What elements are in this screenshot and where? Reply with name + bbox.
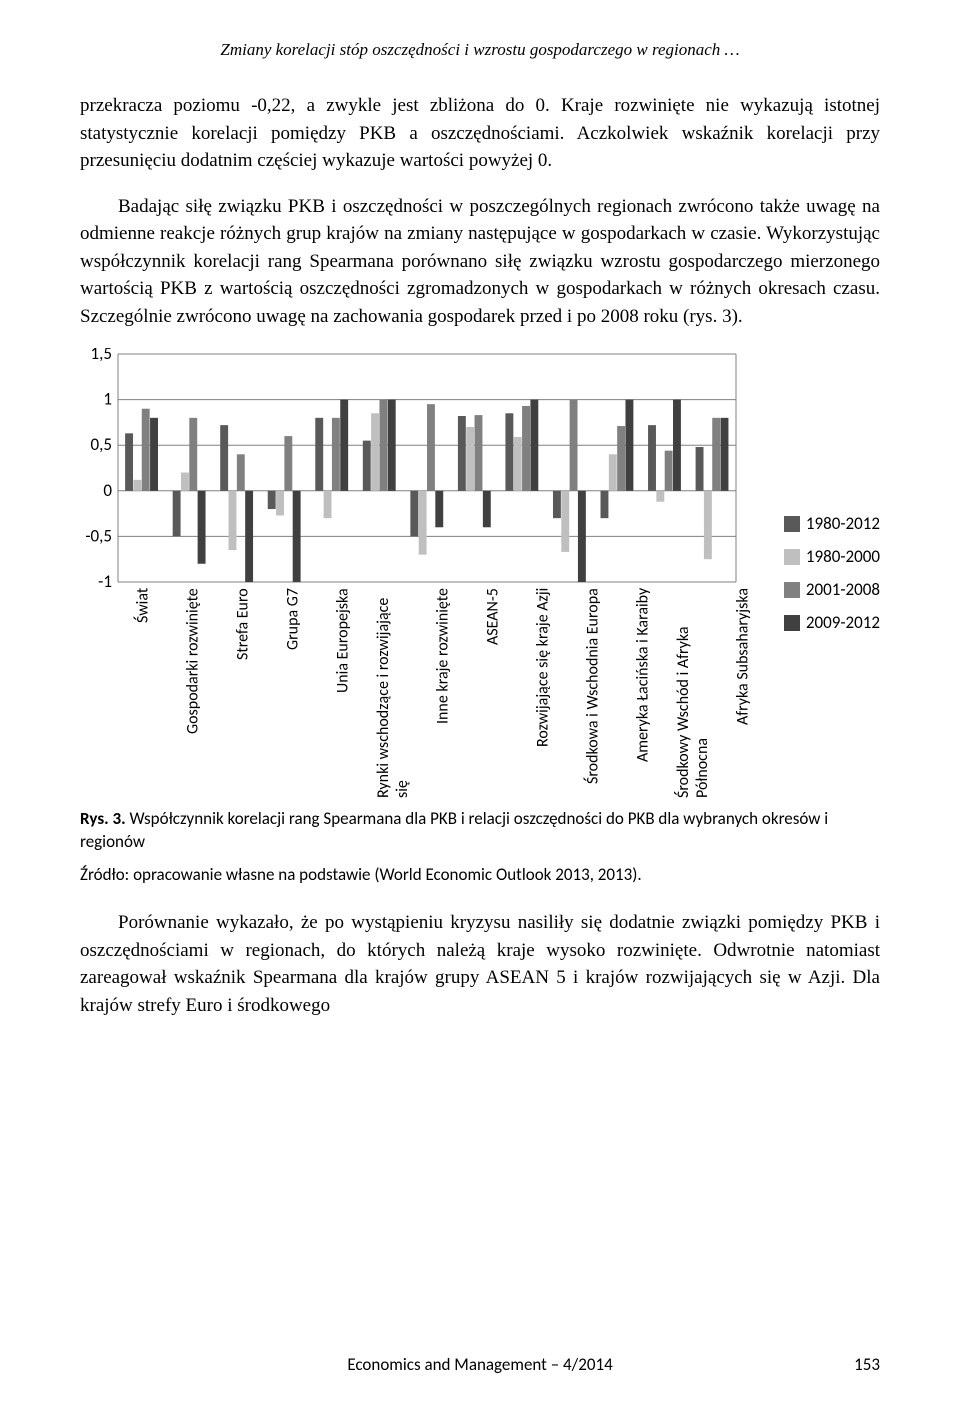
figure-source: Źródło: opracowanie własne na podstawie … <box>80 864 880 885</box>
figure-3: -1 -0,5 0 0,5 1 1,5 ŚwiatGospodarki rozwinięt… <box>80 348 880 798</box>
x-tick-label: ASEAN-5 <box>468 588 518 798</box>
x-tick-label: Środkowy Wschód i Afryka Północna <box>668 588 718 798</box>
legend-item: 1980-2012 <box>784 513 880 534</box>
svg-text:-0,5: -0,5 <box>85 526 112 547</box>
x-tick-label: Rozwijające się kraje Azji <box>518 588 568 798</box>
legend-swatch <box>784 582 800 598</box>
x-tick-label: Grupa G7 <box>268 588 318 798</box>
legend-label: 2009-2012 <box>806 612 880 633</box>
running-header: Zmiany korelacji stóp oszczędności i wzr… <box>80 40 880 60</box>
paragraph-1: przekracza poziomu -0,22, a zwykle jest … <box>80 92 880 175</box>
x-tick-label: Świat <box>118 588 168 798</box>
caption-label: Rys. 3. <box>80 808 126 829</box>
x-tick-label: Afryka Subsaharyjska <box>718 588 768 798</box>
legend-swatch <box>784 615 800 631</box>
paragraph-2: Badając siłę związku PKB i oszczędności … <box>80 193 880 331</box>
footer-page-number: 153 <box>854 1354 880 1375</box>
svg-text:0,5: 0,5 <box>91 435 112 456</box>
legend-swatch <box>784 549 800 565</box>
x-tick-label: Inne kraje rozwinięte <box>418 588 468 798</box>
svg-text:-1: -1 <box>98 571 112 588</box>
x-tick-label: Gospodarki rozwinięte <box>168 588 218 798</box>
x-tick-label: Unia Europejska <box>318 588 368 798</box>
svg-text:0: 0 <box>103 480 112 501</box>
x-axis-labels: ŚwiatGospodarki rozwinięteStrefa EuroGru… <box>80 588 768 798</box>
svg-text:1: 1 <box>103 389 112 410</box>
legend-item: 1980-2000 <box>784 546 880 567</box>
x-tick-label: Środkowa i Wschodnia Europa <box>568 588 618 798</box>
legend-item: 2001-2008 <box>784 579 880 600</box>
legend-label: 1980-2000 <box>806 546 880 567</box>
legend-label: 1980-2012 <box>806 513 880 534</box>
svg-text:1,5: 1,5 <box>91 348 112 364</box>
caption-text: Współczynnik korelacji rang Spearmana dl… <box>80 808 828 852</box>
legend-label: 2001-2008 <box>806 579 880 600</box>
figure-caption: Rys. 3. Współczynnik korelacji rang Spea… <box>80 808 880 854</box>
bar-chart: -1 -0,5 0 0,5 1 1,5 <box>80 348 740 588</box>
chart-legend: 1980-2012 1980-2000 2001-2008 2009-2012 <box>768 348 880 798</box>
x-tick-label: Ameryka Łacińska i Karaiby <box>618 588 668 798</box>
paragraph-3: Porównanie wykazało, że po wystąpieniu k… <box>80 909 880 1019</box>
legend-item: 2009-2012 <box>784 612 880 633</box>
legend-swatch <box>784 516 800 532</box>
footer-journal: Economics and Management – 4/2014 <box>0 1354 960 1375</box>
x-tick-label: Rynki wschodzące i rozwijające się <box>368 588 418 798</box>
x-tick-label: Strefa Euro <box>218 588 268 798</box>
